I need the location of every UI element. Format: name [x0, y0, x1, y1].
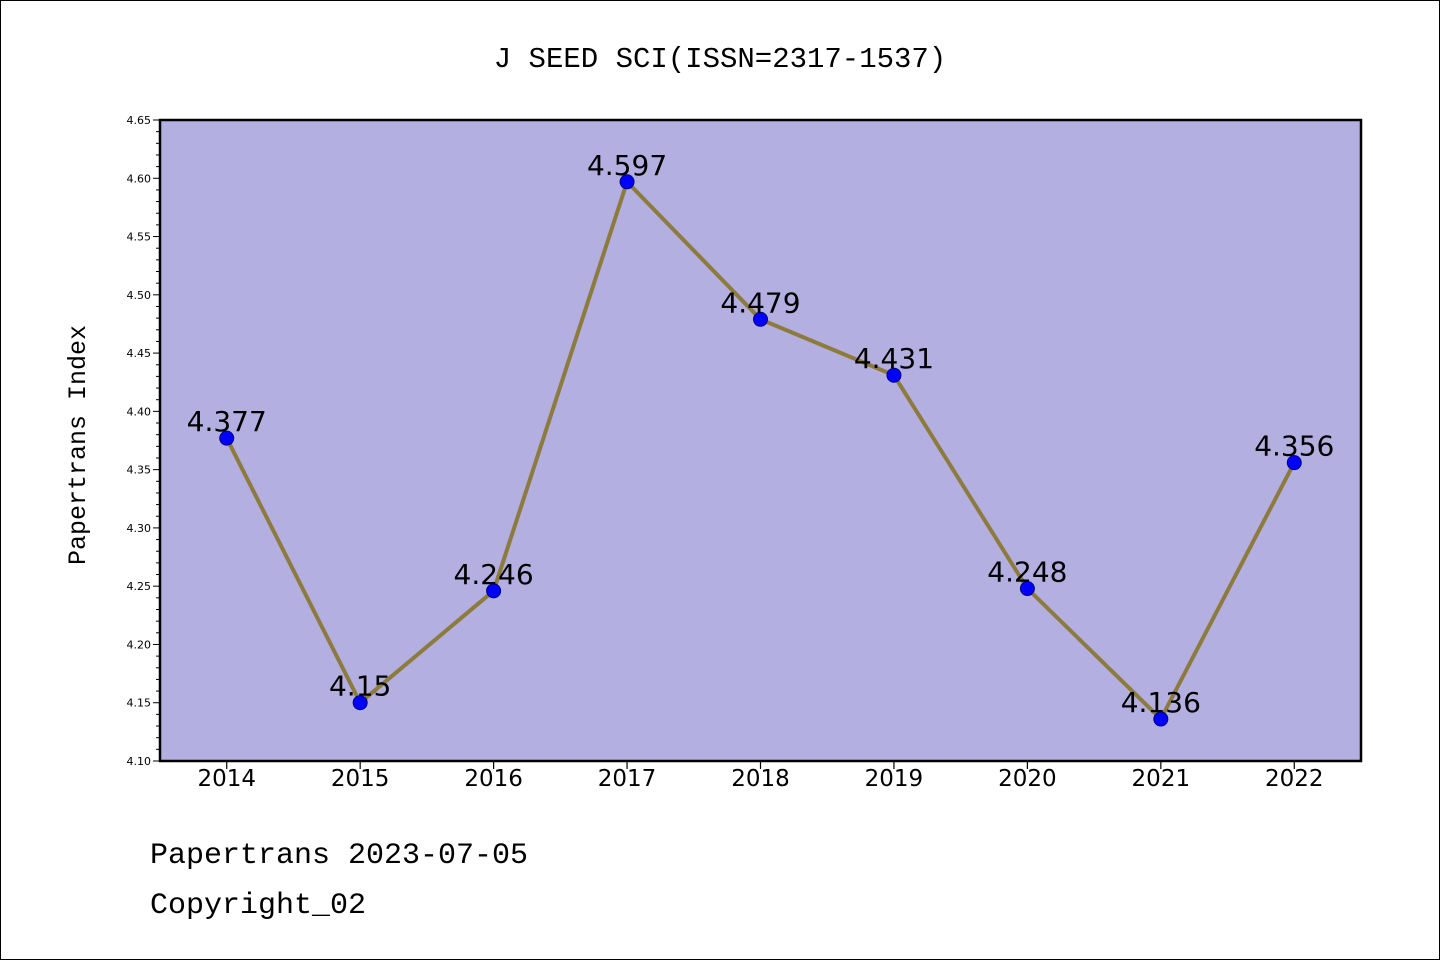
- x-tick-label: 2020: [998, 766, 1057, 792]
- data-point-2015: [352, 695, 368, 711]
- footer-copyright: Copyright_02: [150, 889, 366, 923]
- data-label-2020: 4.248: [987, 556, 1067, 589]
- x-tick-label: 2018: [731, 766, 790, 792]
- data-label-2014: 4.377: [187, 405, 267, 438]
- series-line-group: 4.377 4.15 4.246 4.597 4.479 4.431 4.248 4.136 4…: [187, 149, 1334, 727]
- axis-ticks: 4.10 4.15 4.20 4.25 4.30 4.35 4.40 4.45 4.50 4.55…: [127, 114, 1324, 792]
- data-point-2014: [219, 430, 235, 446]
- data-label-2015: 4.15: [329, 670, 391, 703]
- data-label-2018: 4.479: [720, 286, 800, 319]
- data-point-2018: [753, 311, 768, 327]
- y-axis-label: Papertrans Index: [64, 325, 93, 565]
- data-point-2016: [486, 583, 502, 599]
- y-tick-label: 4.45: [127, 347, 152, 360]
- data-point-2020: [1019, 581, 1035, 597]
- y-tick-label: 4.35: [127, 464, 152, 477]
- y-tick-label: 4.60: [127, 172, 152, 185]
- x-tick-label: 2022: [1265, 766, 1324, 792]
- plot-area: [160, 120, 1361, 761]
- plot-frame: [158, 118, 1363, 763]
- x-tick-label: 2015: [331, 766, 390, 792]
- chart-title: J SEED SCI(ISSN=2317-1537): [494, 43, 946, 76]
- y-tick-label: 4.55: [127, 231, 152, 244]
- x-tick-label: 2021: [1132, 766, 1191, 792]
- data-point-2022: [1286, 455, 1302, 471]
- y-tick-label: 4.50: [127, 289, 152, 302]
- x-tick-label: 2017: [598, 766, 657, 792]
- y-tick-label: 4.65: [127, 114, 152, 127]
- y-tick-label: 4.30: [127, 522, 152, 535]
- x-tick-label: 2014: [197, 766, 256, 792]
- data-point-2021: [1153, 711, 1169, 727]
- data-point-2017: [619, 174, 635, 190]
- data-label-2022: 4.356: [1254, 430, 1334, 463]
- data-label-2016: 4.246: [454, 558, 534, 591]
- x-tick-label: 2016: [464, 766, 523, 792]
- footer-source: Papertrans 2023-07-05: [150, 839, 528, 873]
- data-point-2019: [886, 367, 902, 383]
- plot-border: [158, 118, 1363, 763]
- data-label-2017: 4.597: [587, 149, 667, 182]
- y-tick-label: 4.25: [127, 580, 152, 593]
- y-tick-label: 4.20: [127, 638, 152, 651]
- data-label-2021: 4.136: [1121, 686, 1201, 719]
- y-tick-label: 4.15: [127, 697, 152, 710]
- x-tick-label: 2019: [865, 766, 924, 792]
- y-tick-label: 4.40: [127, 405, 152, 418]
- data-label-2019: 4.431: [854, 342, 934, 375]
- y-tick-label: 4.10: [127, 755, 152, 768]
